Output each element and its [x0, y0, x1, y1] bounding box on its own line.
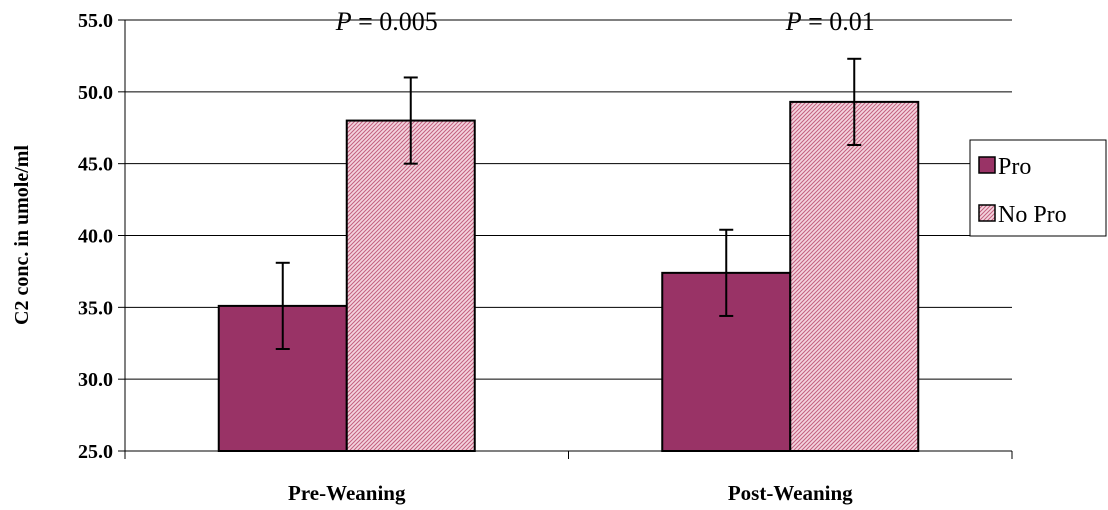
- bars: [217, 57, 920, 452]
- p-value-annotation: P = 0.01: [785, 7, 875, 36]
- y-tick-label: 40.0: [78, 226, 113, 248]
- p-value-annotation: P = 0.005: [335, 7, 438, 36]
- bar-no-pro: [789, 100, 920, 452]
- legend-swatch-no-pro: [978, 204, 996, 222]
- y-tick-label: 35.0: [78, 297, 113, 319]
- legend: Pro No Pro: [969, 139, 1107, 237]
- labels: 25.0 30.0 35.0 40.0 45.0 50.0 55.0 Pre-Weaning P…: [78, 7, 875, 505]
- y-axis-label: C2 conc. in umole/ml: [11, 145, 33, 325]
- y-tick-label: 45.0: [78, 154, 113, 176]
- bar-no-pro: [345, 119, 476, 452]
- x-category-label: Pre-Weaning: [288, 481, 406, 505]
- legend-label-no-pro: No Pro: [998, 202, 1067, 228]
- y-tick-label: 50.0: [78, 82, 113, 104]
- legend-label-pro: Pro: [998, 154, 1031, 180]
- y-tick-label: 25.0: [78, 441, 113, 463]
- legend-swatch-pro: [978, 156, 996, 174]
- y-tick-label: 30.0: [78, 369, 113, 391]
- x-category-label: Post-Weaning: [728, 481, 853, 505]
- y-tick-label: 55.0: [78, 10, 113, 32]
- axes: [118, 19, 1013, 459]
